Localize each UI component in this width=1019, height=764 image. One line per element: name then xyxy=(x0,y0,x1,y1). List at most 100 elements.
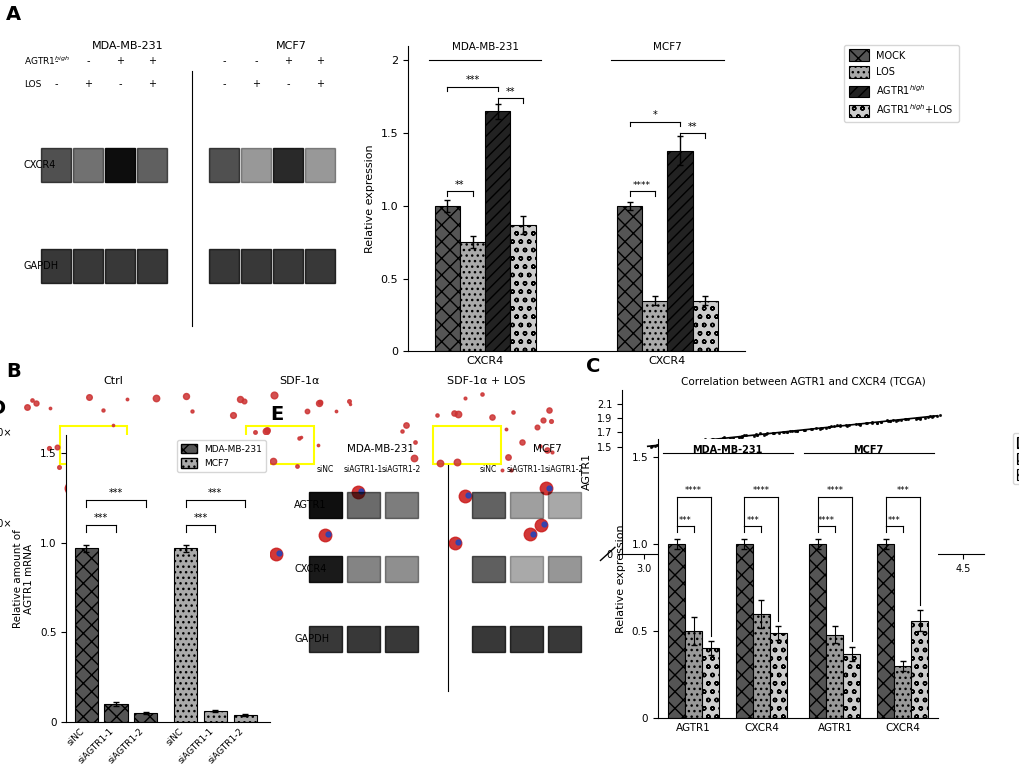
Point xyxy=(830,420,847,432)
Text: ***: *** xyxy=(109,488,123,498)
Point xyxy=(858,417,874,429)
Point xyxy=(656,439,673,451)
Text: ****: **** xyxy=(685,486,701,495)
Text: -: - xyxy=(286,79,289,89)
Bar xyxy=(174,549,197,722)
Text: **: ** xyxy=(687,121,697,131)
Point xyxy=(757,427,773,439)
Text: AGTR1: AGTR1 xyxy=(293,500,326,510)
Point xyxy=(787,426,803,438)
Point xyxy=(764,426,781,439)
Bar xyxy=(309,556,341,582)
Bar xyxy=(60,426,127,464)
Text: MCF7: MCF7 xyxy=(853,445,883,455)
Y-axis label: AGTR1: AGTR1 xyxy=(581,453,591,490)
Text: -: - xyxy=(54,79,58,89)
Bar xyxy=(384,492,418,518)
Point xyxy=(788,425,804,437)
Text: +: + xyxy=(85,79,92,89)
Text: CXCR4: CXCR4 xyxy=(24,160,56,170)
Point xyxy=(693,434,709,446)
Point xyxy=(775,426,792,439)
Text: +: + xyxy=(116,56,124,66)
Text: -: - xyxy=(254,56,258,66)
Bar xyxy=(471,626,504,652)
Bar xyxy=(138,148,167,182)
Point xyxy=(915,412,931,424)
Point xyxy=(930,410,947,422)
Point xyxy=(652,439,668,451)
Point xyxy=(850,417,866,429)
Bar xyxy=(510,626,543,652)
Point xyxy=(821,420,838,432)
Bar xyxy=(384,556,418,582)
Bar xyxy=(433,426,500,464)
Bar xyxy=(894,666,910,718)
Point xyxy=(646,439,662,452)
Point xyxy=(730,430,746,442)
Point xyxy=(733,430,749,442)
Point xyxy=(911,412,927,424)
Bar xyxy=(460,242,485,351)
Text: B: B xyxy=(6,362,21,381)
Point xyxy=(725,432,741,444)
Point xyxy=(881,414,898,426)
Text: ****: **** xyxy=(633,181,650,190)
Point xyxy=(812,422,828,434)
Point xyxy=(684,435,700,448)
Point xyxy=(658,438,675,450)
Point xyxy=(655,438,672,450)
Bar xyxy=(471,556,504,582)
Text: -: - xyxy=(54,56,58,66)
Point xyxy=(784,425,800,437)
Point xyxy=(642,441,658,453)
Point xyxy=(847,419,863,431)
Bar xyxy=(105,148,136,182)
Bar xyxy=(346,492,380,518)
Text: -: - xyxy=(87,56,90,66)
Title: Correlation between AGTR1 and CXCR4 (TCGA): Correlation between AGTR1 and CXCR4 (TCG… xyxy=(681,376,924,386)
Point xyxy=(758,427,774,439)
Text: ***: *** xyxy=(208,488,222,498)
Bar xyxy=(135,713,157,722)
Point xyxy=(643,440,659,452)
Text: +: + xyxy=(149,79,156,89)
Text: CXCR4: CXCR4 xyxy=(293,564,326,574)
Point xyxy=(802,423,818,435)
Point xyxy=(752,427,768,439)
Point xyxy=(715,432,732,444)
Bar xyxy=(73,148,103,182)
Y-axis label: Relative expression: Relative expression xyxy=(615,524,626,633)
Point xyxy=(748,429,764,441)
Text: ***: *** xyxy=(94,513,108,523)
Text: AGTR1$^{high}$: AGTR1$^{high}$ xyxy=(24,54,70,67)
Text: GAPDH: GAPDH xyxy=(293,633,329,644)
Point xyxy=(927,410,944,422)
Text: siAGTR1-2: siAGTR1-2 xyxy=(544,465,584,474)
Bar xyxy=(434,206,460,351)
Point xyxy=(851,419,867,432)
Bar xyxy=(346,556,380,582)
Text: D: D xyxy=(0,400,5,419)
Point xyxy=(889,414,905,426)
Text: +: + xyxy=(316,56,324,66)
Point xyxy=(837,419,853,431)
Bar xyxy=(642,300,666,351)
Text: MCF7: MCF7 xyxy=(276,40,307,50)
Point xyxy=(795,424,811,436)
Point xyxy=(813,422,829,434)
Point xyxy=(720,432,737,444)
Bar xyxy=(209,148,238,182)
Bar xyxy=(666,151,692,351)
X-axis label: CXCR4: CXCR4 xyxy=(784,579,821,589)
Bar xyxy=(273,249,303,283)
Text: -: - xyxy=(222,79,225,89)
Bar xyxy=(825,634,843,718)
Bar xyxy=(384,626,418,652)
Point xyxy=(735,429,751,441)
Point xyxy=(872,416,889,428)
Bar xyxy=(273,148,303,182)
Point xyxy=(737,429,753,441)
Text: +: + xyxy=(284,56,291,66)
Bar xyxy=(769,633,786,718)
